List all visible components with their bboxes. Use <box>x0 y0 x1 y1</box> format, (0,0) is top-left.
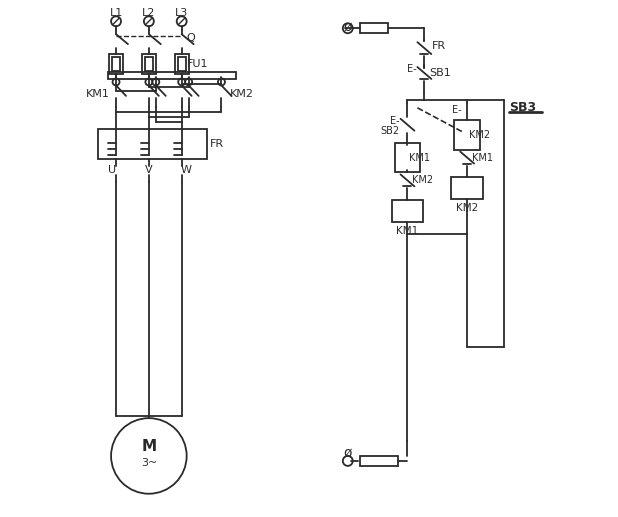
Bar <box>454 120 480 149</box>
Text: SB1: SB1 <box>430 68 451 78</box>
Bar <box>360 23 387 33</box>
Text: SB2: SB2 <box>381 126 399 135</box>
Text: KM2: KM2 <box>229 89 253 99</box>
Text: M: M <box>142 439 156 454</box>
Bar <box>392 200 423 222</box>
Text: ø: ø <box>344 19 352 33</box>
Text: L1: L1 <box>109 8 122 18</box>
Bar <box>175 54 188 74</box>
Text: L2: L2 <box>142 8 156 18</box>
Bar <box>178 57 185 71</box>
Text: U: U <box>108 165 116 175</box>
Text: E-: E- <box>407 64 417 74</box>
Bar <box>360 456 397 466</box>
Text: E-: E- <box>452 105 461 115</box>
Text: W: W <box>180 165 191 175</box>
Text: KM2: KM2 <box>412 175 434 186</box>
Text: KM1: KM1 <box>396 226 418 236</box>
Text: KM1: KM1 <box>410 153 431 162</box>
Text: FR: FR <box>433 41 446 51</box>
Text: FU1: FU1 <box>187 59 208 69</box>
Bar <box>142 54 156 74</box>
Text: Q: Q <box>187 33 195 43</box>
Text: 3~: 3~ <box>141 458 157 468</box>
Text: ø: ø <box>344 446 352 460</box>
Text: E-: E- <box>390 116 399 126</box>
Text: KM1: KM1 <box>472 153 493 162</box>
Text: KM2: KM2 <box>456 203 478 214</box>
Bar <box>451 177 483 200</box>
Bar <box>394 143 420 173</box>
Bar <box>145 57 153 71</box>
Bar <box>108 72 237 79</box>
Text: FR: FR <box>210 139 224 148</box>
Text: KM2: KM2 <box>469 130 490 140</box>
Text: KM1: KM1 <box>86 89 110 99</box>
Bar <box>98 129 206 159</box>
Bar <box>109 54 123 74</box>
Text: V: V <box>145 165 153 175</box>
Text: L3: L3 <box>175 8 188 18</box>
Bar <box>112 57 120 71</box>
Circle shape <box>111 418 187 494</box>
Text: SB3: SB3 <box>509 101 536 114</box>
